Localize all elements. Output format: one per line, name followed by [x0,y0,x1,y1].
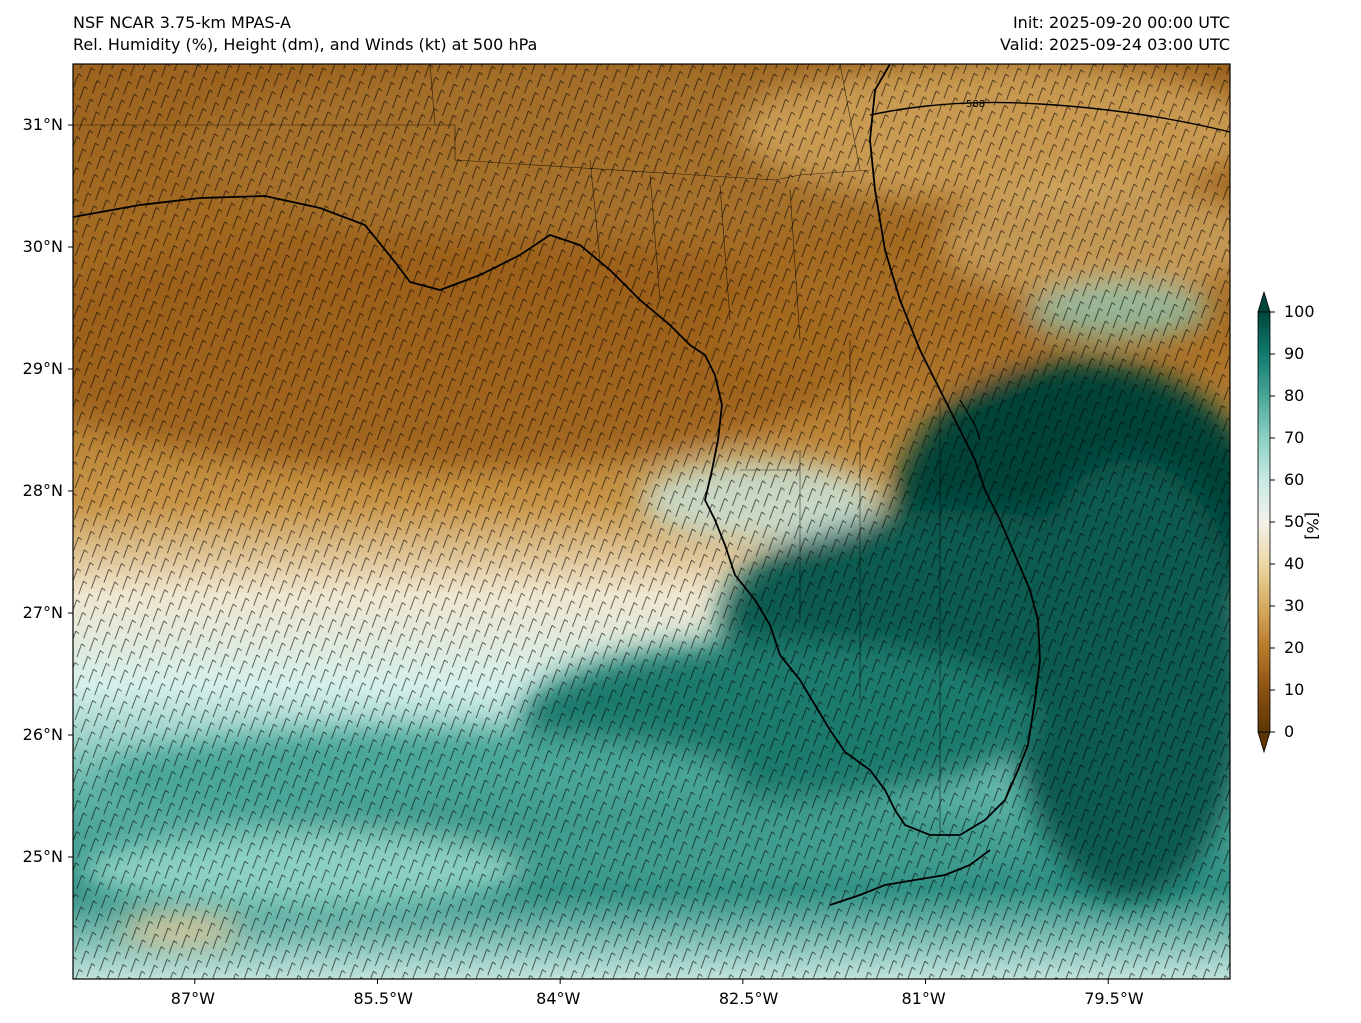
colorbar-tick-label: 30 [1284,596,1305,615]
colorbar-extend-max [1257,290,1271,313]
contour-label: 588 [966,99,985,110]
title-model: NSF NCAR 3.75-km MPAS-A [73,13,291,32]
colorbar-unit: [%] [1303,512,1322,540]
colorbar-tick-label: 40 [1284,554,1305,573]
colorbar-tick-label: 0 [1284,722,1295,741]
title-left: NSF NCAR 3.75-km MPAS-A Rel. Humidity (%… [73,12,537,56]
lat-tick-label: 29°N [22,359,63,378]
height-contour [869,101,1230,133]
title-fields: Rel. Humidity (%), Height (dm), and Wind… [73,35,538,54]
colorbar-extend-min [1257,731,1271,754]
colorbar-tick-label: 80 [1284,386,1305,405]
lon-tick-label: 79.5°W [1084,989,1144,1008]
colorbar-tick-label: 50 [1284,512,1305,531]
coastline [73,64,1041,906]
title-init: Init: 2025-09-20 00:00 UTC [1012,13,1230,32]
lon-tick-label: 87°W [170,989,215,1008]
title-valid: Valid: 2025-09-24 03:00 UTC [999,35,1230,54]
humidity-field: 588 [73,64,1230,979]
state-county-borders [73,64,941,830]
lat-tick-label: 30°N [22,237,63,256]
colorbar-bar [1257,311,1271,733]
colorbar-tick-label: 90 [1284,344,1305,363]
lon-tick-label: 84°W [536,989,581,1008]
colorbar [1257,290,1275,754]
lon-tick-label: 82.5°W [718,989,779,1008]
lat-tick-label: 25°N [22,847,63,866]
colorbar-tick-label: 100 [1284,302,1315,321]
colorbar-tick-label: 20 [1284,638,1305,657]
colorbar-tick-label: 60 [1284,470,1305,489]
lat-tick-label: 26°N [22,725,63,744]
colorbar-tick-label: 10 [1284,680,1305,699]
lat-tick-label: 28°N [22,481,63,500]
map-frame [72,63,1231,980]
lon-tick-label: 85.5°W [353,989,413,1008]
lon-tick-label: 81°W [901,989,946,1008]
colorbar-tick-label: 70 [1284,428,1305,447]
title-right: Init: 2025-09-20 00:00 UTC Valid: 2025-0… [1000,12,1230,56]
lat-tick-label: 27°N [22,603,63,622]
lat-tick-label: 31°N [22,115,63,134]
